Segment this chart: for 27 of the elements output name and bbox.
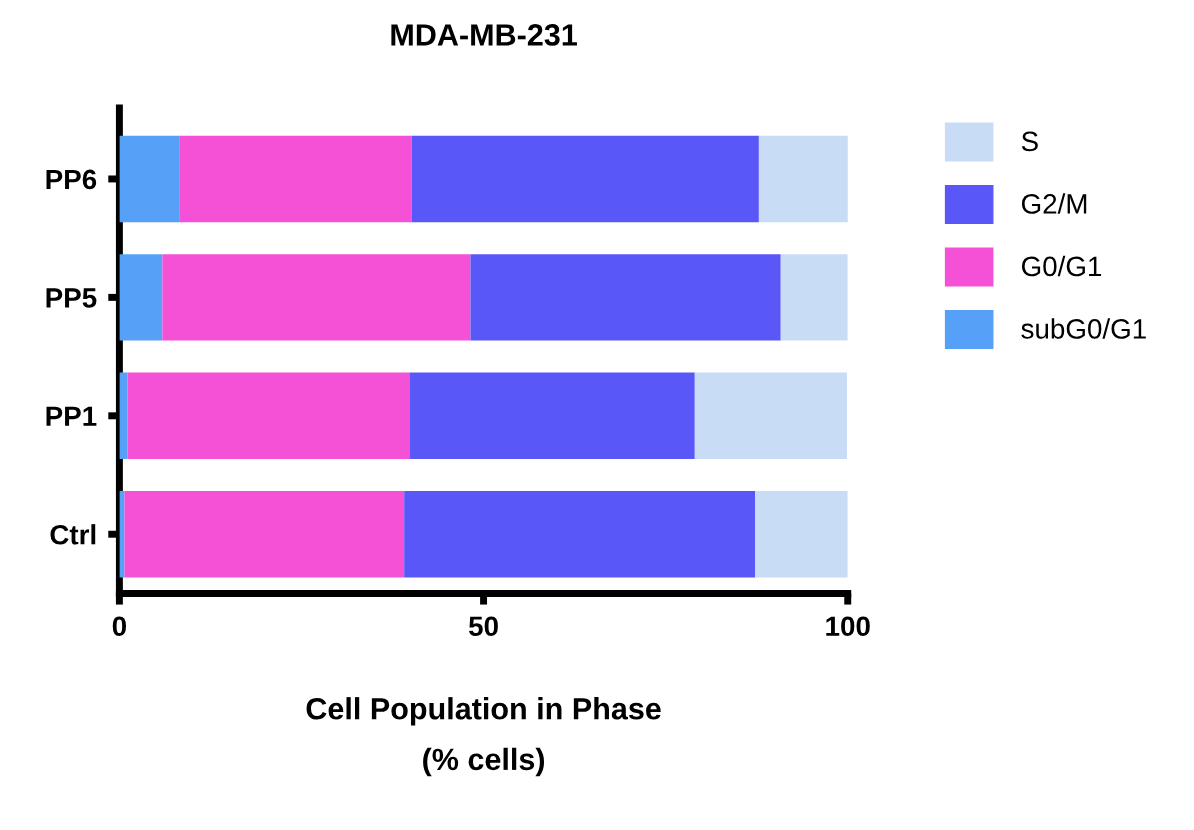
bar — [162, 254, 471, 341]
x-axis-title: Cell Population in Phase (% cells) — [306, 697, 661, 777]
bar — [179, 135, 412, 223]
bar — [410, 372, 695, 460]
x-tick-label: 100 — [826, 616, 870, 637]
bar — [755, 491, 848, 578]
x-tick-label: 0 — [112, 616, 126, 637]
y-tick-label: PP5 — [46, 288, 97, 308]
bar — [127, 372, 411, 460]
bar — [411, 135, 759, 223]
bar — [758, 135, 848, 223]
legend-label: G2/M — [1021, 193, 1087, 214]
bar — [780, 254, 848, 341]
y-tick-label: Ctrl — [50, 524, 96, 545]
chart-title: MDA-MB-231 — [391, 24, 577, 46]
bar — [124, 491, 405, 578]
legend-label: S — [1021, 131, 1038, 152]
bar — [119, 254, 163, 341]
bar — [404, 491, 756, 578]
legend-label: subG0/G1 — [1021, 318, 1146, 339]
bar — [119, 135, 180, 223]
bar — [470, 254, 781, 341]
bar — [694, 372, 848, 460]
x-tick-label: 50 — [468, 616, 498, 637]
y-tick-label: PP1 — [46, 406, 97, 426]
legend-label: G0/G1 — [1021, 255, 1102, 277]
y-tick-label: PP6 — [46, 169, 97, 190]
